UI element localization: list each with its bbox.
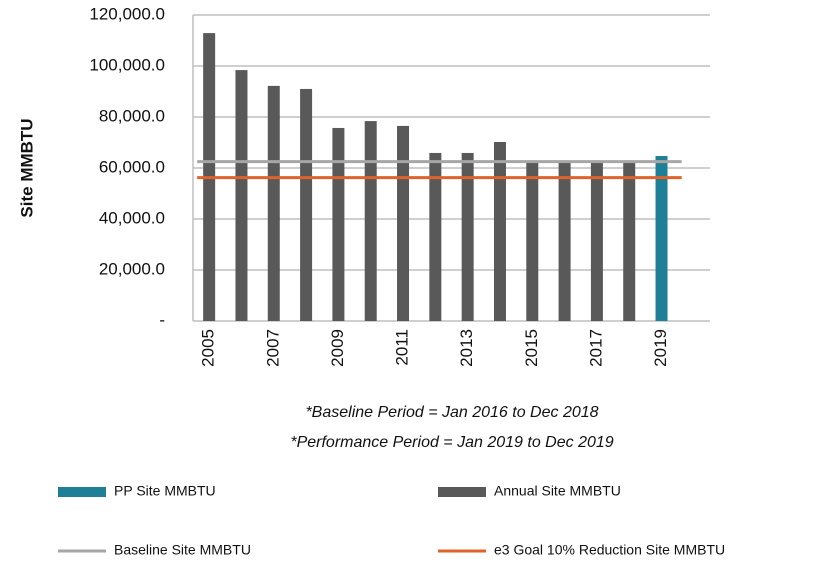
y-tick-label: 20,000.0: [99, 259, 165, 278]
note: *Baseline Period = Jan 2016 to Dec 2018: [305, 404, 598, 421]
y-tick-label: 40,000.0: [99, 208, 165, 227]
bar: [461, 152, 474, 321]
x-tick-label: 2017: [586, 329, 605, 367]
legend-label: e3 Goal 10% Reduction Site MMBTU: [494, 542, 725, 558]
legend-label: PP Site MMBTU: [114, 483, 216, 499]
bar: [655, 156, 668, 321]
x-tick-label: 2015: [522, 329, 541, 367]
y-tick-label: 60,000.0: [99, 157, 165, 176]
bar: [429, 152, 442, 321]
x-tick-label: 2007: [263, 329, 282, 367]
bar: [558, 162, 571, 321]
legend-label: Baseline Site MMBTU: [114, 542, 251, 558]
legend-label: Annual Site MMBTU: [494, 483, 621, 499]
bar: [364, 121, 377, 321]
bar: [332, 127, 345, 321]
bar: [300, 88, 313, 321]
x-tick-label: 2013: [457, 329, 476, 367]
legend-swatch: [58, 487, 106, 497]
legend-swatch: [438, 487, 486, 497]
bar: [493, 141, 506, 321]
y-axis-label: Site MMBTU: [17, 118, 36, 217]
y-tick-label: 120,000.0: [89, 4, 165, 23]
note: *Performance Period = Jan 2019 to Dec 20…: [290, 434, 613, 451]
x-tick-label: 2009: [328, 329, 347, 367]
bar: [397, 125, 410, 321]
bar: [623, 162, 636, 321]
x-tick-label: 2005: [199, 329, 218, 367]
bar: [590, 162, 603, 321]
bar: [526, 161, 539, 321]
y-tick-label: 100,000.0: [89, 55, 165, 74]
bar: [235, 70, 248, 321]
bar: [267, 85, 280, 321]
x-tick-label: 2011: [393, 329, 412, 366]
y-tick-label: -: [159, 310, 165, 329]
y-tick-label: 80,000.0: [99, 106, 165, 125]
x-tick-label: 2019: [651, 329, 670, 367]
